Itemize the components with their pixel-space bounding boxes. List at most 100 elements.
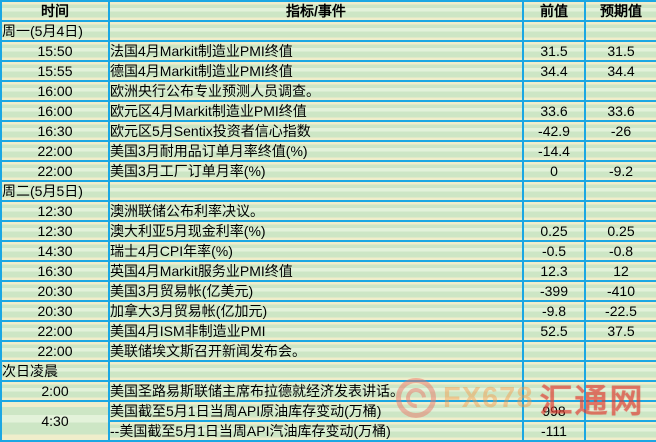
table-row: 22:00 美联储埃文斯召开新闻发布会。 — [0, 340, 656, 362]
prev-value-cell: 0 — [522, 160, 586, 182]
table-row: 22:00 美国3月工厂订单月率(%) 0 -9.2 — [0, 160, 656, 182]
prev-value-cell — [522, 20, 586, 42]
event-cell — [108, 360, 524, 382]
table-row: 4:30 美国截至5月1日当周API原油库存变动(万桶) 998 — [0, 400, 656, 442]
time-cell: 16:30 — [0, 260, 110, 282]
event-cell: 加拿大3月贸易帐(亿加元) — [108, 300, 524, 322]
table-row: --美国截至5月1日当周API汽油库存变动(万桶) -111 — [1, 420, 656, 442]
time-cell: 22:00 — [0, 340, 110, 362]
time-cell: 16:30 — [0, 120, 110, 142]
event-cell: 美国4月ISM非制造业PMI — [108, 320, 524, 342]
prev-value-cell — [522, 200, 586, 222]
prev-value-cell — [522, 180, 586, 202]
time-cell: 22:00 — [0, 160, 110, 182]
prev-value-cell: -14.4 — [522, 140, 586, 162]
expected-value-cell: -26 — [584, 120, 656, 142]
col-header-exp: 预期值 — [584, 0, 656, 22]
event-cell: 英国4月Markit服务业PMI终值 — [108, 260, 524, 282]
event-cell: 美国截至5月1日当周API原油库存变动(万桶) — [108, 400, 524, 422]
table-row: 22:00 美国3月耐用品订单月率终值(%) -14.4 — [0, 140, 656, 162]
table-row: 2:00 美国圣路易斯联储主席布拉德就经济发表讲话。 — [0, 380, 656, 402]
col-header-prev: 前值 — [522, 0, 586, 22]
table-row: 22:00 美国4月ISM非制造业PMI 52.5 37.5 — [0, 320, 656, 342]
prev-value-cell — [522, 340, 586, 362]
day-separator-row: 次日凌晨 — [0, 360, 656, 382]
event-cell: 欧元区5月Sentix投资者信心指数 — [108, 120, 524, 142]
prev-value-cell: 34.4 — [522, 60, 586, 82]
time-cell: 20:30 — [0, 280, 110, 302]
expected-value-cell: -22.5 — [584, 300, 656, 322]
time-cell: 22:00 — [0, 140, 110, 162]
table-row: 20:30 加拿大3月贸易帐(亿加元) -9.8 -22.5 — [0, 300, 656, 322]
prev-value-cell — [522, 360, 586, 382]
prev-value-cell: 998 — [522, 400, 586, 422]
event-cell: 欧洲央行公布专业预测人员调查。 — [108, 80, 524, 102]
event-cell: 美国3月贸易帐(亿美元) — [108, 280, 524, 302]
time-cell: 16:00 — [0, 80, 110, 102]
expected-value-cell: 34.4 — [584, 60, 656, 82]
prev-value-cell — [522, 80, 586, 102]
event-cell: 美国3月工厂订单月率(%) — [108, 160, 524, 182]
day-label-cell: 周一(5月4日) — [0, 20, 110, 42]
day-label-cell: 周二(5月5日) — [0, 180, 110, 202]
prev-value-cell: -42.9 — [522, 120, 586, 142]
header-row: 时间 指标/事件 前值 预期值 — [0, 0, 656, 22]
event-cell: 欧元区4月Markit制造业PMI终值 — [108, 100, 524, 122]
day-label-cell: 次日凌晨 — [0, 360, 110, 382]
time-cell: 12:30 — [0, 220, 110, 242]
expected-value-cell — [584, 380, 656, 402]
time-cell: 14:30 — [0, 240, 110, 262]
prev-value-cell — [522, 380, 586, 402]
expected-value-cell — [584, 180, 656, 202]
expected-value-cell — [584, 200, 656, 222]
event-cell — [108, 20, 524, 42]
prev-value-cell: 52.5 — [522, 320, 586, 342]
event-cell: 澳大利亚5月现金利率(%) — [108, 220, 524, 242]
expected-value-cell — [584, 80, 656, 102]
table-row: 12:30 澳大利亚5月现金利率(%) 0.25 0.25 — [0, 220, 656, 242]
table-row: 15:50 法国4月Markit制造业PMI终值 31.5 31.5 — [0, 40, 656, 62]
table-row: 16:30 欧元区5月Sentix投资者信心指数 -42.9 -26 — [0, 120, 656, 142]
time-cell: 4:30 — [0, 400, 110, 442]
table-row: 16:30 英国4月Markit服务业PMI终值 12.3 12 — [0, 260, 656, 282]
prev-value-cell: -111 — [522, 420, 586, 442]
table-row: 12:30 澳洲联储公布利率决议。 — [0, 200, 656, 222]
time-cell: 15:55 — [0, 60, 110, 82]
time-cell: 15:50 — [0, 40, 110, 62]
prev-value-cell: -399 — [522, 280, 586, 302]
event-cell: 美国3月耐用品订单月率终值(%) — [108, 140, 524, 162]
expected-value-cell — [584, 360, 656, 382]
col-header-time: 时间 — [0, 0, 110, 22]
prev-value-cell: -0.5 — [522, 240, 586, 262]
table-row: 16:00 欧元区4月Markit制造业PMI终值 33.6 33.6 — [0, 100, 656, 122]
expected-value-cell: 0.25 — [584, 220, 656, 242]
expected-value-cell: 12 — [584, 260, 656, 282]
time-cell: 12:30 — [0, 200, 110, 222]
prev-value-cell: 0.25 — [522, 220, 586, 242]
expected-value-cell — [584, 340, 656, 362]
event-cell: 德国4月Markit制造业PMI终值 — [108, 60, 524, 82]
expected-value-cell: -410 — [584, 280, 656, 302]
time-cell: 22:00 — [0, 320, 110, 342]
event-cell: --美国截至5月1日当周API汽油库存变动(万桶) — [108, 420, 524, 442]
expected-value-cell: 33.6 — [584, 100, 656, 122]
prev-value-cell: -9.8 — [522, 300, 586, 322]
prev-value-cell: 33.6 — [522, 100, 586, 122]
time-cell: 20:30 — [0, 300, 110, 322]
prev-value-cell: 12.3 — [522, 260, 586, 282]
event-cell: 法国4月Markit制造业PMI终值 — [108, 40, 524, 62]
expected-value-cell — [584, 20, 656, 42]
col-header-event: 指标/事件 — [108, 0, 524, 22]
event-cell: 瑞士4月CPI年率(%) — [108, 240, 524, 262]
expected-value-cell — [584, 140, 656, 162]
expected-value-cell — [584, 400, 656, 422]
time-cell: 2:00 — [0, 380, 110, 402]
day-separator-row: 周二(5月5日) — [0, 180, 656, 202]
table-row: 20:30 美国3月贸易帐(亿美元) -399 -410 — [0, 280, 656, 302]
event-cell: 美国圣路易斯联储主席布拉德就经济发表讲话。 — [108, 380, 524, 402]
expected-value-cell: 37.5 — [584, 320, 656, 342]
event-cell: 美联储埃文斯召开新闻发布会。 — [108, 340, 524, 362]
table-row: 15:55 德国4月Markit制造业PMI终值 34.4 34.4 — [0, 60, 656, 82]
